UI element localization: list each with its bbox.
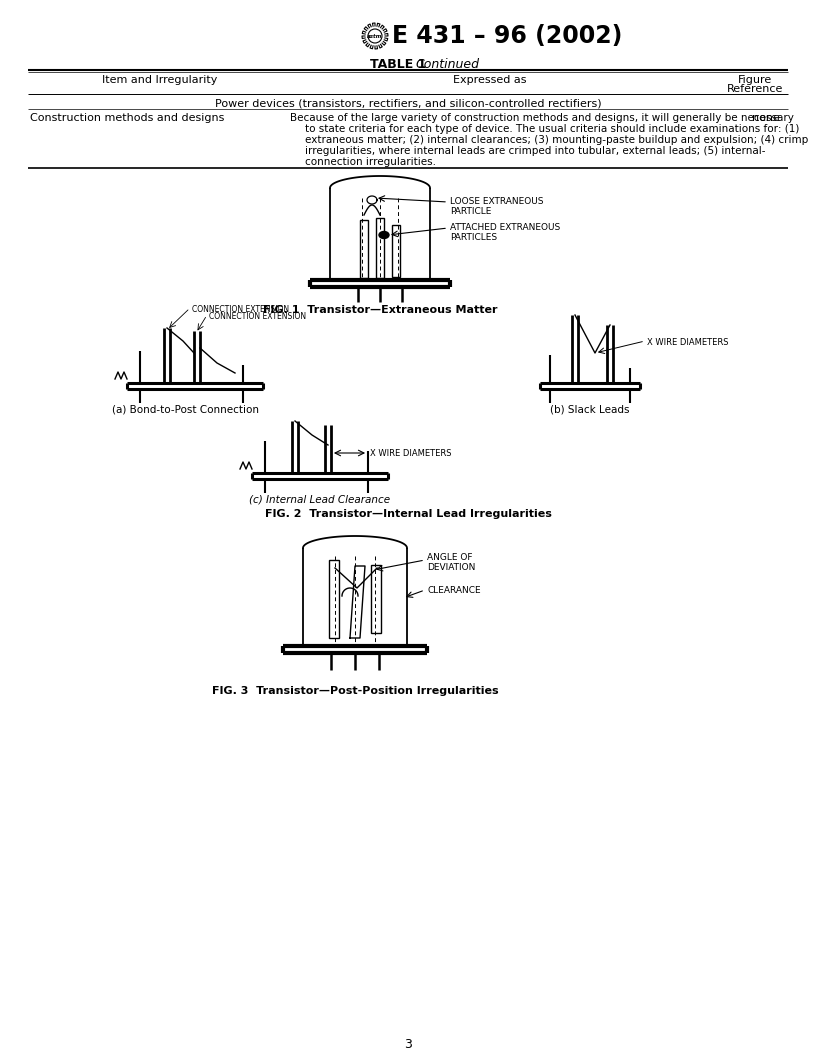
- Text: ATTACHED EXTRANEOUS
PARTICLES: ATTACHED EXTRANEOUS PARTICLES: [450, 223, 561, 243]
- Text: 3: 3: [404, 1038, 412, 1051]
- Ellipse shape: [379, 231, 389, 239]
- Text: FIG. 3  Transistor—Post-Position Irregularities: FIG. 3 Transistor—Post-Position Irregula…: [211, 686, 499, 696]
- Text: none: none: [752, 113, 780, 122]
- Bar: [360, 220, 368, 278]
- Text: Reference: Reference: [727, 84, 783, 94]
- Text: CONNECTION EXTENSION: CONNECTION EXTENSION: [209, 312, 306, 321]
- Bar: [329, 560, 339, 638]
- Bar: [392, 225, 400, 277]
- Text: Item and Irregularity: Item and Irregularity: [102, 75, 218, 84]
- Text: Construction methods and designs: Construction methods and designs: [30, 113, 224, 122]
- Text: (a) Bond-to-Post Connection: (a) Bond-to-Post Connection: [112, 406, 259, 415]
- Text: (c) Internal Lead Clearance: (c) Internal Lead Clearance: [250, 495, 391, 505]
- Text: X WIRE DIAMETERS: X WIRE DIAMETERS: [647, 338, 729, 347]
- Text: CLEARANCE: CLEARANCE: [427, 586, 481, 595]
- Text: TABLE 1: TABLE 1: [370, 58, 427, 71]
- Text: Figure: Figure: [738, 75, 772, 84]
- Text: Continued: Continued: [415, 58, 479, 71]
- Text: irregularities, where internal leads are crimped into tubular, external leads; (: irregularities, where internal leads are…: [305, 146, 765, 156]
- Bar: [371, 565, 381, 633]
- Text: Because of the large variety of construction methods and designs, it will genera: Because of the large variety of construc…: [290, 113, 794, 122]
- Text: X WIRE DIAMETERS: X WIRE DIAMETERS: [370, 449, 451, 457]
- Text: extraneous matter; (2) internal clearances; (3) mounting-paste buildup and expul: extraneous matter; (2) internal clearanc…: [305, 135, 809, 145]
- Text: ANGLE OF
DEVIATION: ANGLE OF DEVIATION: [427, 553, 476, 572]
- Text: E 431 – 96 (2002): E 431 – 96 (2002): [392, 24, 623, 48]
- Text: LOOSE EXTRANEOUS
PARTICLE: LOOSE EXTRANEOUS PARTICLE: [450, 197, 543, 216]
- Text: (b) Slack Leads: (b) Slack Leads: [550, 406, 630, 415]
- Text: Expressed as: Expressed as: [453, 75, 527, 84]
- Text: FIG. 1  Transistor—Extraneous Matter: FIG. 1 Transistor—Extraneous Matter: [263, 305, 497, 315]
- Text: astm: astm: [367, 34, 383, 38]
- Bar: [376, 218, 384, 278]
- Text: FIG. 2  Transistor—Internal Lead Irregularities: FIG. 2 Transistor—Internal Lead Irregula…: [264, 509, 552, 518]
- Text: to state criteria for each type of device. The usual criteria should include exa: to state criteria for each type of devic…: [305, 124, 800, 134]
- Text: CONNECTION EXTENSION: CONNECTION EXTENSION: [192, 305, 289, 314]
- Text: Power devices (transistors, rectifiers, and silicon-controlled rectifiers): Power devices (transistors, rectifiers, …: [215, 98, 601, 108]
- Text: connection irregularities.: connection irregularities.: [305, 157, 436, 167]
